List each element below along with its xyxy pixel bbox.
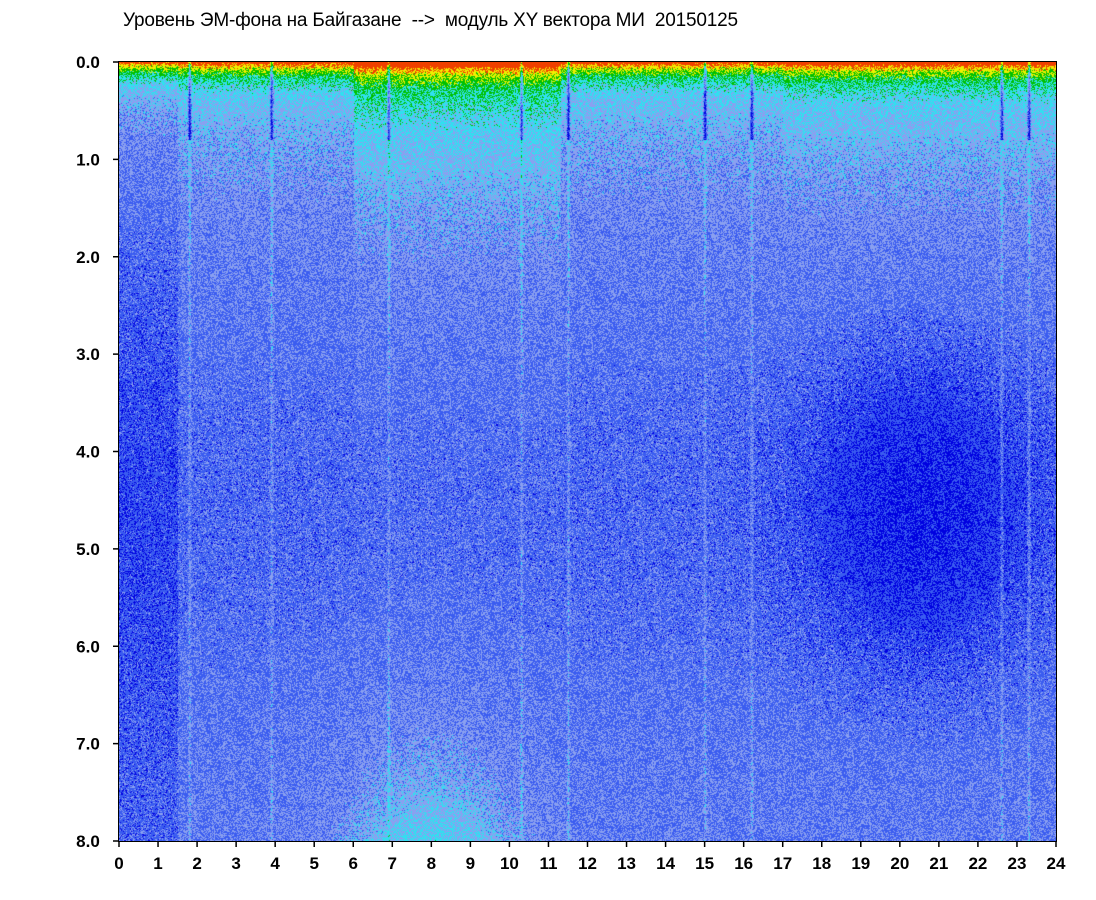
x-tick-label: 23 [1007, 854, 1026, 873]
x-tick-label: 14 [656, 854, 675, 873]
y-axis: 0.0 1.0 2.0 3.0 4.0 5.0 6.0 7.0 8.0 [76, 53, 119, 851]
x-tick-label: 22 [968, 854, 987, 873]
x-tick-label: 15 [695, 854, 714, 873]
y-tick-label: 1.0 [76, 150, 100, 169]
x-tick-label: 5 [309, 854, 318, 873]
y-tick-label: 4.0 [76, 443, 100, 462]
x-tick-label: 13 [617, 854, 636, 873]
x-tick-label: 12 [578, 854, 597, 873]
x-tick-label: 6 [349, 854, 358, 873]
heatmap-plot-area [119, 62, 1056, 841]
x-tick-label: 11 [539, 854, 557, 873]
y-tick-label: 2.0 [76, 248, 100, 267]
x-tick-label: 19 [851, 854, 870, 873]
x-tick-label: 7 [388, 854, 397, 873]
x-tick-label: 21 [929, 854, 948, 873]
y-tick-label: 7.0 [76, 735, 100, 754]
x-tick-label: 9 [466, 854, 475, 873]
x-tick-label: 8 [427, 854, 436, 873]
y-tick-label: 0.0 [76, 53, 100, 72]
x-tick-label: 18 [812, 854, 831, 873]
x-tick-label: 10 [500, 854, 519, 873]
y-tick-label: 8.0 [76, 832, 100, 851]
x-tick-label: 1 [153, 854, 162, 873]
x-tick-label: 17 [773, 854, 792, 873]
y-tick-label: 6.0 [76, 637, 100, 656]
x-tick-label: 24 [1047, 854, 1066, 873]
chart-title: Уровень ЭМ-фона на Байгазане --> модуль … [123, 10, 738, 31]
x-tick-label: 2 [192, 854, 201, 873]
x-tick-label: 3 [231, 854, 240, 873]
x-tick-label: 4 [270, 854, 280, 873]
x-axis: 0 1 2 3 4 5 6 7 8 9 10 11 12 13 14 15 16 17 18 19 20 21 22 23 24 [114, 841, 1066, 873]
y-tick-label: 5.0 [76, 540, 100, 559]
y-tick-label: 3.0 [76, 345, 100, 364]
x-tick-label: 16 [734, 854, 753, 873]
x-tick-label: 0 [114, 854, 123, 873]
x-tick-label: 20 [890, 854, 909, 873]
